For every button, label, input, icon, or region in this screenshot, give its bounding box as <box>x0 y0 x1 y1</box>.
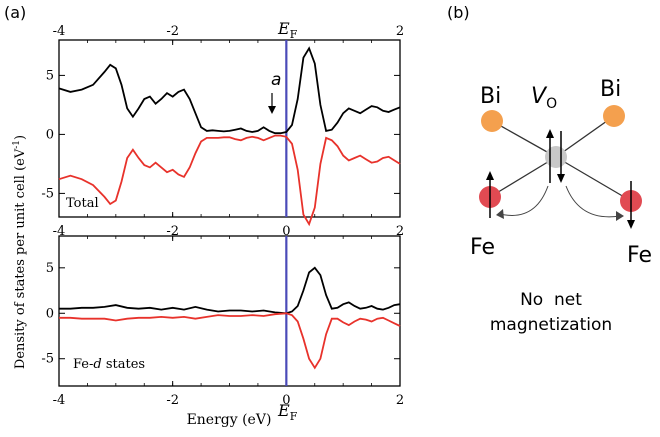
bond-fe-left <box>489 156 557 198</box>
total-plot-frame <box>58 39 401 218</box>
total-dos-panel: -4 -2 0 2 -4 -2 2 5 0 -5 Total a EF <box>41 19 404 239</box>
fe-d-panel-label: Fe-d states <box>73 357 145 372</box>
bi-right-label: Bi <box>600 77 621 102</box>
bi-left-atom <box>481 110 503 132</box>
charge-transfer-arrowhead-right <box>616 211 624 221</box>
bond-fe-right <box>555 156 632 202</box>
x-top-tick-label: -2 <box>166 24 179 39</box>
y-tick-label: 0 <box>46 127 54 142</box>
caption-line-2: magnetization <box>490 315 612 335</box>
bond-bi-right <box>555 115 615 158</box>
y-tick-label: 5 <box>46 261 54 276</box>
y-tick-label: 0 <box>46 306 54 321</box>
y-tick-label: 5 <box>46 68 54 83</box>
x-tick-label: -4 <box>53 393 66 408</box>
feature-a-arrowhead <box>268 106 276 114</box>
bi-left-label: Bi <box>480 84 501 109</box>
vacancy-spin-down-arrowhead <box>557 174 565 183</box>
x-tick-label: -2 <box>166 393 179 408</box>
vacancy-diagram: Bi Bi VO Fe Fe No net magnetization <box>470 77 652 335</box>
x-tick-label: 2 <box>396 393 404 408</box>
fe-left-spin-arrowhead <box>486 171 494 180</box>
charge-transfer-arrow-left <box>499 185 549 216</box>
x-tick-label: 0 <box>282 393 290 408</box>
charge-transfer-arrowhead-left <box>496 209 504 219</box>
fe-d-spin-up-line <box>59 266 401 315</box>
bi-right-atom <box>603 105 625 127</box>
total-axis-ticks: -4 -2 0 2 -4 -2 2 5 0 -5 <box>41 24 404 239</box>
vacancy-label: VO <box>531 84 557 112</box>
fe-d-dos-panel: -4 -2 0 2 5 0 -5 Fe-d states EF Energy (eV) <box>41 235 404 428</box>
fermi-label-bottom: EF <box>277 401 298 423</box>
fe-d-spin-down-line <box>59 312 401 370</box>
fermi-label-top: EF <box>277 19 298 41</box>
x-tick-label: 2 <box>396 224 404 239</box>
x-tick-label: -4 <box>53 224 66 239</box>
y-tick-label: -5 <box>41 352 54 367</box>
fe-right-spin-arrowhead <box>627 220 635 229</box>
x-top-tick-label: 2 <box>396 24 404 39</box>
total-panel-label: Total <box>66 196 99 211</box>
vacancy-spin-up-arrowhead <box>546 129 554 138</box>
y-axis-label: Density of states per unit cell (eV-1) <box>12 135 28 369</box>
total-spin-up-line <box>58 46 401 135</box>
bond-bi-left <box>491 120 557 158</box>
panel-b-label: (b) <box>447 3 470 22</box>
feature-a-label: a <box>271 70 281 90</box>
fe-left-label: Fe <box>470 235 495 260</box>
total-spin-down-line <box>58 134 401 227</box>
x-axis-label: Energy (eV) <box>187 412 272 428</box>
fe-d-axis-ticks: -4 -2 0 2 5 0 -5 <box>41 236 404 408</box>
x-tick-label: 0 <box>282 224 290 239</box>
x-top-tick-label: -4 <box>53 24 66 39</box>
panel-a-label: (a) <box>4 3 26 22</box>
oxygen-vacancy <box>545 146 567 168</box>
fe-right-label: Fe <box>627 243 652 268</box>
caption-line-1: No net <box>520 290 582 310</box>
x-tick-label: -2 <box>166 224 179 239</box>
y-tick-label: -5 <box>41 186 54 201</box>
charge-transfer-arrow-right <box>565 185 621 218</box>
